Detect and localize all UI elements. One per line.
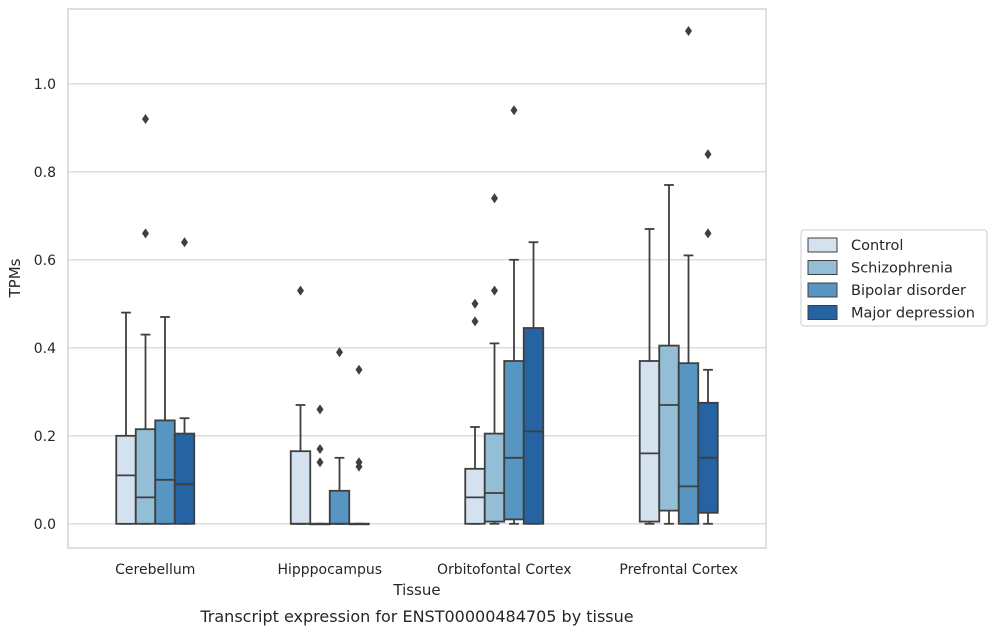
outlier-point [491, 193, 498, 204]
outlier-point [142, 114, 149, 124]
boxes [115, 26, 719, 526]
outlier-point [471, 298, 479, 309]
legend-label: Control [851, 238, 903, 254]
box-major-depression [348, 364, 370, 526]
y-tick-label: 0.2 [34, 429, 56, 445]
outlier-point [510, 105, 518, 116]
legend-label: Bipolar disorder [851, 283, 966, 299]
outlier-point [491, 285, 498, 296]
box-body [328, 489, 351, 525]
outlier-point [297, 285, 304, 296]
outlier-point [704, 149, 712, 160]
box-body [503, 360, 525, 521]
box-body [134, 428, 157, 525]
outlier-point [355, 364, 363, 375]
box-body [115, 434, 137, 525]
box-major-depression [173, 237, 196, 525]
x-tick-label: Orbitofontal Cortex [437, 562, 572, 578]
box-body [464, 467, 486, 525]
outlier-point [316, 404, 324, 415]
y-tick-label: 1.0 [34, 77, 56, 93]
box-body [658, 344, 680, 512]
outlier-point [471, 316, 479, 327]
box-control [464, 298, 486, 525]
box-major-depression [522, 241, 545, 525]
legend-frame [800, 229, 988, 327]
box-body [289, 450, 312, 525]
legend: Control Schizophrenia Bipolar disorder Majo… [800, 229, 988, 327]
x-ticks: Cerebellum Hipppocampus Orbitofontal Corte… [115, 562, 738, 578]
outlier-point [685, 26, 692, 36]
plot-frame [67, 8, 767, 549]
box-bipolar-disorder [328, 347, 351, 525]
y-ticks: 0.0 0.2 0.4 0.6 0.8 1.0 [34, 77, 56, 533]
x-tick-label: Prefrontal Cortex [619, 562, 738, 578]
legend-swatch [807, 282, 838, 298]
y-tick-label: 0.0 [34, 517, 56, 533]
chart-caption: Transcript expression for ENST0000048470… [199, 607, 633, 626]
legend-swatch [807, 305, 838, 320]
box-body [677, 362, 700, 525]
box-body [522, 327, 545, 525]
x-tick-label: Cerebellum [115, 562, 195, 578]
y-axis-label: TPMs [6, 258, 24, 298]
outlier-point [316, 457, 324, 468]
legend-swatch [807, 260, 838, 275]
box-schizophrenia [658, 184, 680, 525]
box-body [638, 360, 661, 523]
x-tick-label: Hipppocampus [277, 562, 382, 578]
outlier-point [142, 228, 149, 239]
x-axis-label: Tissue [392, 581, 440, 599]
outlier-point [181, 237, 188, 248]
box-schizophrenia [134, 114, 157, 525]
outlier-point [316, 444, 324, 454]
y-tick-label: 0.8 [34, 165, 56, 181]
y-tick-label: 0.4 [34, 341, 56, 357]
y-tick-label: 0.6 [34, 253, 56, 269]
outlier-point [355, 457, 363, 468]
box-major-depression [697, 149, 719, 525]
legend-label: Schizophrenia [851, 261, 953, 277]
box-body [154, 419, 176, 525]
outlier-point [336, 347, 343, 358]
box-body [483, 432, 506, 523]
legend-label: Major depression [851, 306, 975, 322]
box-control [289, 285, 312, 525]
outlier-point [704, 228, 712, 239]
box-body [173, 432, 196, 525]
box-control [115, 311, 137, 525]
legend-swatch [807, 237, 838, 253]
